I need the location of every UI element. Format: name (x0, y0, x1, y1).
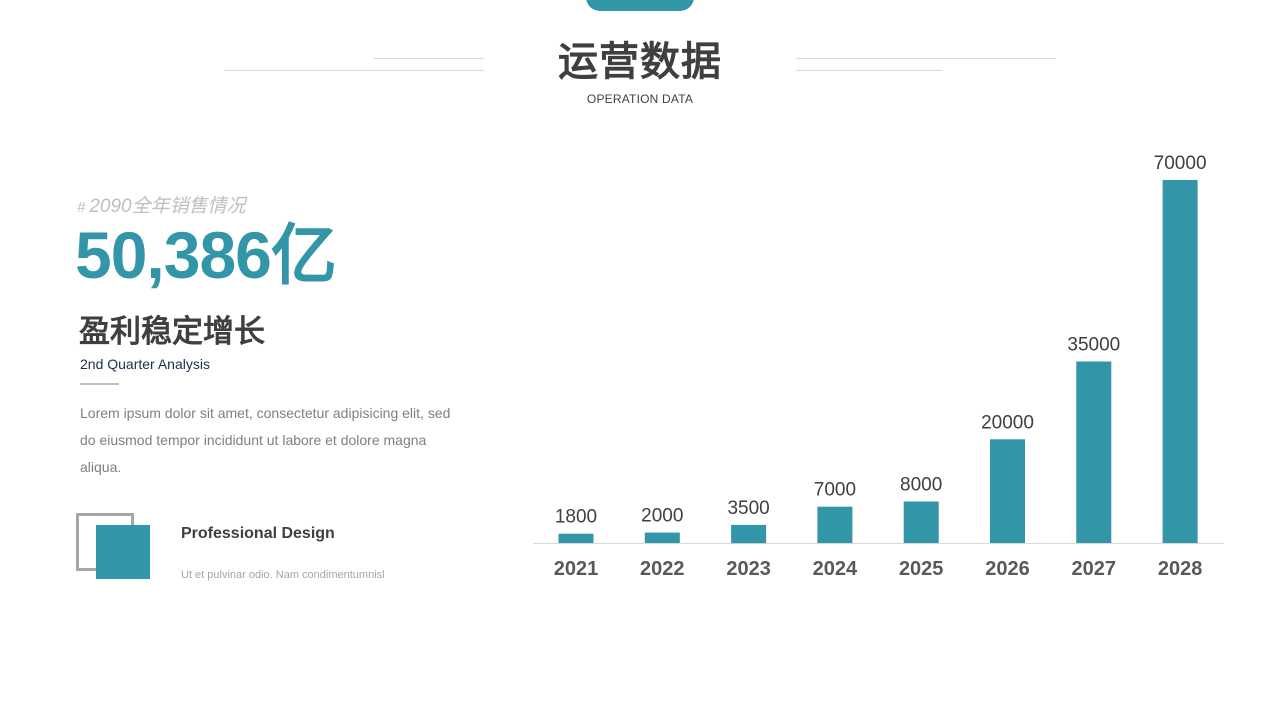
right-line-lower (796, 70, 942, 71)
bar-2028 (1162, 180, 1198, 543)
summary-label-text: 2090全年销售情况 (89, 196, 246, 217)
bar-2022 (644, 532, 680, 543)
summary-value: 50,386亿 (75, 218, 337, 292)
bar-chart: 1800 2000 3500 7000 8000 20000 35000 70000 2021… (533, 153, 1224, 580)
design-square-icon (76, 513, 154, 581)
section-body: Lorem ipsum dolor sit amet, consectetur … (80, 405, 451, 475)
top-tab-decoration (586, 0, 694, 11)
value-labels-group: 1800 2000 3500 7000 8000 20000 35000 70000 (555, 153, 1207, 528)
section-divider (80, 383, 119, 385)
bar-2025 (903, 501, 939, 543)
category-label-2024: 2024 (813, 558, 858, 580)
value-label-2022: 2000 (641, 506, 683, 527)
right-line-upper (796, 58, 1056, 59)
category-label-2025: 2025 (899, 558, 944, 580)
left-line-upper (374, 58, 484, 59)
feature-title: Professional Design (181, 525, 335, 542)
page-title: 运营数据 (558, 40, 722, 84)
value-label-2027: 35000 (1067, 335, 1120, 356)
hash-icon: # (77, 199, 86, 216)
category-label-2023: 2023 (726, 558, 771, 580)
left-line-lower (224, 70, 484, 71)
bar-2023 (731, 524, 767, 544)
category-label-2027: 2027 (1072, 558, 1117, 580)
value-label-2021: 1800 (555, 507, 597, 528)
page-subtitle: OPERATION DATA (586, 92, 694, 106)
value-label-2026: 20000 (981, 412, 1034, 433)
section-subheading: 2nd Quarter Analysis (80, 356, 210, 372)
category-label-2028: 2028 (1158, 558, 1203, 580)
bar-2021 (558, 533, 594, 543)
section-heading: 盈利稳定增长 (79, 314, 265, 349)
value-label-2024: 7000 (814, 480, 856, 501)
summary-label: #2090全年销售情况 (77, 191, 246, 218)
bars-group (558, 180, 1198, 544)
value-label-2025: 8000 (900, 475, 942, 496)
category-label-2022: 2022 (640, 558, 685, 580)
category-label-2021: 2021 (554, 558, 599, 580)
bar-2027 (1076, 361, 1112, 543)
bar-2026 (990, 439, 1025, 543)
bar-2024 (817, 506, 853, 543)
feature-description: Ut et pulvinar odio. Nam condimentumnisl (181, 569, 385, 581)
value-label-2023: 3500 (727, 498, 769, 519)
value-label-2028: 70000 (1154, 153, 1207, 174)
category-labels-group: 2021 2022 2023 2024 2025 2026 2027 2028 (554, 558, 1203, 580)
category-label-2026: 2026 (985, 558, 1030, 580)
square-filled-icon (96, 525, 150, 579)
